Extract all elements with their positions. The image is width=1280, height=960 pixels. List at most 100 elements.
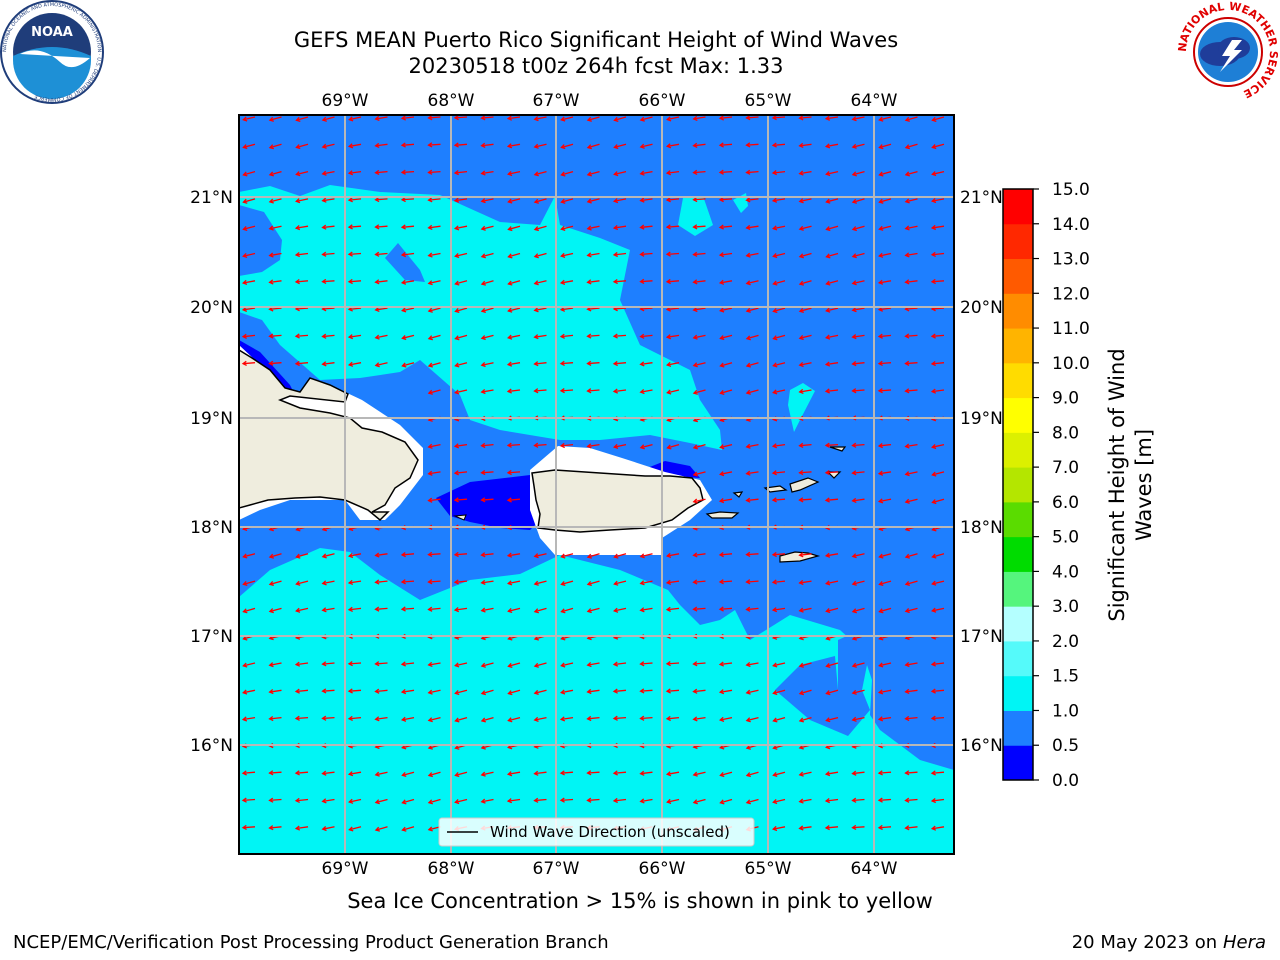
wave-direction-arrow (773, 170, 786, 174)
wave-direction-arrow (720, 716, 733, 721)
wave-direction-arrowhead (825, 253, 831, 259)
wave-direction-arrowhead (242, 689, 248, 695)
wave-direction-arrowhead (825, 662, 831, 668)
wave-direction-arrowhead (851, 198, 857, 204)
wave-direction-arrow (773, 389, 786, 394)
wave-direction-arrow (481, 580, 494, 584)
wave-direction-arrow (269, 826, 282, 829)
wave-direction-arrowhead (904, 198, 910, 204)
wave-direction-arrowhead (745, 280, 751, 286)
wave-direction-arrowhead (559, 388, 565, 394)
wave-direction-arrowhead (798, 361, 804, 368)
wave-direction-arrowhead (480, 798, 486, 804)
wave-direction-arrow (269, 689, 282, 693)
wave-direction-arrow (852, 252, 865, 258)
wave-direction-arrow (852, 689, 865, 694)
wave-direction-arrowhead (374, 169, 380, 176)
wave-direction-arrow (534, 662, 547, 667)
colorbar-segment (1003, 189, 1033, 225)
wave-direction-arrowhead (347, 661, 353, 667)
wave-direction-arrow (481, 798, 494, 803)
wave-direction-arrowhead (586, 388, 592, 394)
lat-labels-left: 21°N 20°N 19°N 18°N 17°N 16°N (190, 188, 233, 756)
wave-direction-arrowhead (268, 360, 274, 366)
wave-direction-arrowhead (745, 772, 751, 778)
wave-direction-arrowhead (347, 278, 353, 285)
wave-direction-arrowhead (559, 279, 566, 285)
wave-direction-arrow (243, 116, 256, 121)
wave-direction-arrowhead (798, 744, 804, 750)
wave-direction-arrow (402, 362, 415, 367)
colorbar-tick-label: 0.0 (1052, 771, 1079, 791)
wave-direction-arrowhead (560, 225, 566, 231)
wave-direction-arrow (852, 143, 865, 148)
wave-direction-arrowhead (400, 579, 406, 585)
wave-direction-arrowhead (560, 553, 566, 559)
wave-direction-arrow (719, 170, 733, 174)
wave-direction-arrowhead (745, 362, 751, 368)
wave-direction-arrow (269, 225, 282, 230)
wave-direction-arrowhead (427, 744, 433, 750)
wave-direction-arrowhead (665, 361, 672, 367)
wave-direction-arrow (508, 553, 521, 557)
wave-direction-arrow (826, 607, 839, 612)
wave-direction-arrowhead (665, 688, 671, 694)
wave-direction-arrow (455, 198, 468, 202)
wave-direction-arrowhead (374, 306, 380, 313)
wave-direction-arrowhead (665, 715, 671, 722)
wave-direction-arrowhead (427, 197, 433, 203)
wave-band-0.5-1.0-southeast (775, 656, 870, 736)
wave-direction-arrowhead (930, 770, 936, 776)
wave-direction-arrowhead (718, 579, 724, 585)
wave-direction-arrowhead (613, 443, 619, 450)
wave-direction-arrow (931, 252, 945, 256)
wave-direction-arrowhead (851, 388, 857, 394)
wave-direction-arrow (508, 198, 521, 203)
wave-direction-arrowhead (453, 497, 459, 503)
wave-direction-arrow (534, 716, 547, 721)
wave-direction-arrow (243, 716, 256, 721)
colorbar-tick-label: 3.0 (1052, 597, 1079, 617)
wave-direction-arrow (932, 798, 945, 802)
wave-direction-arrowhead (718, 115, 724, 121)
wave-direction-arrow (852, 826, 865, 829)
wave-direction-arrow (587, 689, 600, 693)
wave-direction-arrow (746, 280, 759, 285)
wave-direction-arrow (878, 798, 892, 801)
wave-direction-arrow (693, 334, 706, 339)
wave-direction-arrow (587, 771, 600, 774)
noaa-logo: NOAA NATIONAL OCEANIC AND ATMOSPHERIC AD… (0, 0, 104, 104)
wave-direction-arrow (243, 307, 256, 311)
wave-direction-arrowhead (931, 553, 937, 559)
wave-direction-arrow (587, 198, 600, 203)
wave-direction-arrow (614, 798, 627, 802)
wave-direction-arrow (640, 716, 653, 720)
wave-direction-arrowhead (586, 360, 592, 366)
wave-direction-arrow (348, 689, 362, 692)
wave-direction-arrow (349, 143, 362, 148)
wave-direction-arrow (640, 607, 653, 611)
wave-direction-arrow (667, 389, 680, 394)
wave-direction-arrow (720, 389, 733, 394)
wave-direction-arrow (667, 362, 680, 366)
wave-direction-arrowhead (506, 469, 512, 476)
wave-direction-arrowhead (798, 442, 804, 449)
wave-direction-arrowhead (745, 307, 751, 313)
lat-labels-right: 21°N 20°N 19°N 18°N 17°N 16°N (960, 188, 1003, 756)
wave-direction-arrowhead (877, 498, 884, 504)
wave-direction-arrow (878, 334, 892, 338)
wave-direction-arrow (534, 580, 547, 585)
wave-direction-arrowhead (904, 388, 910, 394)
wave-direction-arrowhead (745, 169, 751, 175)
wave-direction-arrowhead (268, 662, 274, 668)
wave-direction-arrowhead (321, 116, 327, 122)
wave-direction-arrowhead (533, 280, 539, 286)
wave-direction-arrowhead (930, 825, 937, 831)
wave-direction-arrowhead (321, 661, 327, 667)
wave-direction-arrow (905, 225, 918, 230)
wave-direction-arrow (825, 471, 839, 474)
wave-direction-arrowhead (719, 389, 725, 395)
wave-direction-arrowhead (533, 797, 539, 803)
wave-direction-arrow (693, 771, 706, 776)
wave-direction-arrow (826, 198, 839, 203)
